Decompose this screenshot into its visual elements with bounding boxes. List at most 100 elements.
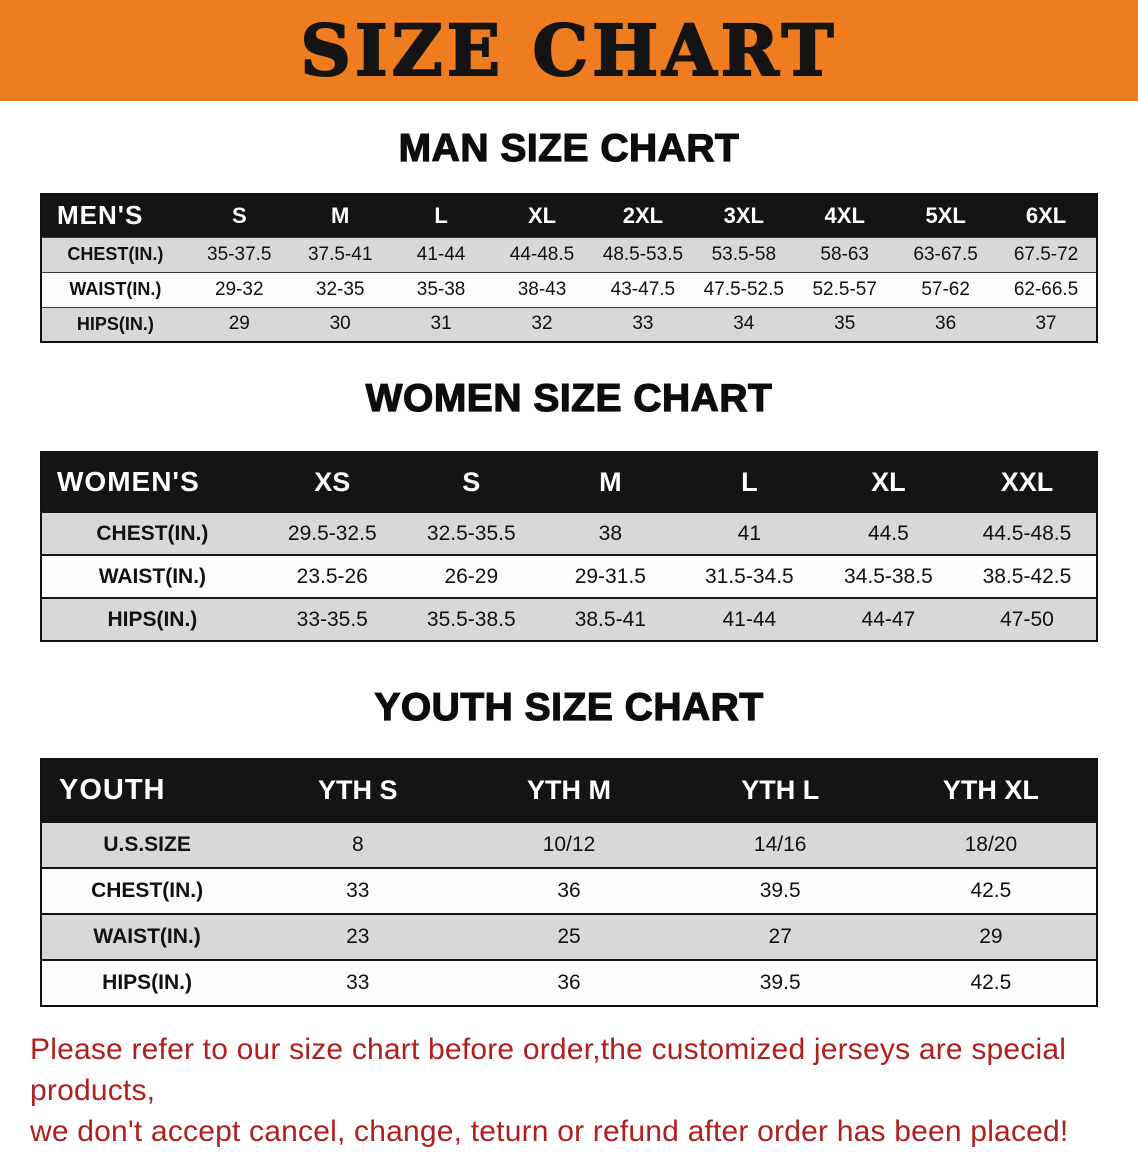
page-title: SIZE CHART: [299, 8, 838, 93]
measurement-cell: 41-44: [416, 243, 466, 265]
row-label: U.S.SIZE: [103, 833, 191, 856]
row-label: WAIST(IN.): [98, 564, 207, 588]
measurement-cell: 27: [768, 925, 792, 948]
measurement-cell: 29: [228, 313, 250, 335]
size-column-header: S: [188, 194, 290, 237]
measurement-cell: 38-43: [517, 278, 567, 300]
measurement-cell: 35: [834, 313, 856, 335]
measurement-cell: 25: [557, 925, 581, 948]
measurement-cell: 34: [733, 313, 755, 335]
size-column-header: YTH XL: [885, 759, 1097, 822]
measurement-cell: 48.5-53.5: [602, 243, 684, 265]
measurement-cell: 37.5-41: [307, 243, 373, 265]
measurement-cell: 39.5: [759, 971, 801, 994]
table-row: HIPS(IN.) 29 30 31 32 33 34 35 36 37: [41, 307, 1097, 342]
size-column-header: 3XL: [693, 194, 795, 237]
measurement-cell: 32.5-35.5: [426, 521, 516, 545]
measurement-cell: 33: [346, 879, 370, 902]
measurement-cell: 29-31.5: [574, 564, 646, 588]
measurement-cell: 38: [598, 521, 622, 545]
measurement-cell: 58-63: [820, 243, 870, 265]
table-row: HIPS(IN.) 33-35.5 35.5-38.5 38.5-41 41-44 44-…: [41, 598, 1097, 641]
table-row: WAIST(IN.) 23 25 27 29: [41, 914, 1097, 960]
measurement-cell: 34.5-38.5: [844, 564, 933, 588]
men-size-section: MAN SIZE CHART MEN'S S M L XL 2XL 3XL 4XL 5XL 6XL…: [0, 126, 1138, 343]
youth-section-heading: YOUTH SIZE CHART: [374, 685, 764, 729]
measurement-cell: 42.5: [970, 879, 1012, 902]
measurement-cell: 33: [632, 313, 654, 335]
measurement-cell: 44-47: [861, 607, 916, 631]
measurement-cell: 41: [737, 521, 762, 545]
youth-size-section: YOUTH SIZE CHART YOUTH YTH S YTH M YTH L YTH…: [0, 685, 1138, 1007]
size-column-header: 2XL: [592, 194, 694, 237]
measurement-cell: 35-37.5: [207, 243, 272, 265]
row-label: WAIST(IN.): [93, 925, 201, 948]
measurement-cell: 32-35: [315, 278, 365, 300]
measurement-cell: 38.5-41: [574, 607, 646, 631]
header-row: WOMEN'S XS S M L XL XXL: [41, 452, 1097, 512]
measurement-cell: 41-44: [722, 607, 777, 631]
measurement-cell: 32: [531, 313, 553, 335]
row-label: CHEST(IN.): [67, 244, 164, 264]
measurement-cell: 30: [329, 313, 351, 335]
measurement-cell: 23: [346, 925, 370, 948]
measurement-cell: 29.5-32.5: [287, 521, 377, 545]
measurement-cell: 47-50: [1000, 607, 1054, 631]
size-column-header: S: [401, 452, 541, 512]
measurement-cell: 42.5: [970, 971, 1012, 994]
size-column-header: XXL: [957, 452, 1097, 512]
men-size-table: MEN'S S M L XL 2XL 3XL 4XL 5XL 6XL CHEST(IN.) 35-37…: [40, 193, 1098, 343]
measurement-cell: 38.5-42.5: [982, 564, 1072, 588]
size-chart-banner: SIZE CHART: [0, 0, 1138, 101]
men-section-heading: MAN SIZE CHART: [398, 126, 740, 170]
table-row: WAIST(IN.) 23.5-26 26-29 29-31.5 31.5-34.5 34…: [41, 555, 1097, 598]
measurement-cell: 44-48.5: [509, 243, 575, 265]
disclaimer-line-1: Please refer to our size chart before or…: [30, 1033, 1067, 1108]
table-title-cell: MEN'S: [41, 194, 189, 237]
measurement-cell: 67.5-72: [1013, 243, 1079, 265]
row-label: WAIST(IN.): [69, 279, 162, 299]
measurement-cell: 29: [979, 925, 1003, 948]
size-column-header: L: [390, 194, 492, 237]
size-column-header: 6XL: [996, 194, 1097, 237]
disclaimer-text: Please refer to our size chart before or…: [30, 1029, 1138, 1152]
women-size-table: WOMEN'S XS S M L XL XXL CHEST(IN.) 29.5-32.5 32.5…: [40, 451, 1098, 642]
row-label: CHEST(IN.): [91, 879, 204, 902]
measurement-cell: 31: [430, 313, 452, 335]
measurement-cell: 39.5: [759, 879, 801, 902]
size-column-header: 4XL: [794, 194, 896, 237]
measurement-cell: 23.5-26: [296, 564, 368, 588]
size-column-header: XS: [262, 452, 402, 512]
table-title-cell: WOMEN'S: [41, 452, 263, 512]
measurement-cell: 52.5-57: [812, 278, 877, 300]
measurement-cell: 35-38: [416, 278, 466, 300]
measurement-cell: 29-32: [214, 278, 264, 300]
row-label: HIPS(IN.): [107, 607, 198, 631]
size-column-header: M: [289, 194, 391, 237]
women-section-heading: WOMEN SIZE CHART: [365, 376, 773, 420]
measurement-cell: 36: [935, 313, 957, 335]
size-column-header: XL: [491, 194, 593, 237]
table-row: CHEST(IN.) 35-37.5 37.5-41 41-44 44-48.5 48.5…: [41, 237, 1097, 272]
measurement-cell: 26-29: [444, 564, 499, 588]
size-column-header: XL: [818, 452, 958, 512]
measurement-cell: 63-67.5: [913, 243, 978, 265]
measurement-cell: 44.5: [867, 521, 909, 545]
measurement-cell: 57-62: [921, 278, 970, 300]
size-column-header: YTH S: [252, 759, 464, 822]
row-label: CHEST(IN.): [96, 521, 209, 545]
measurement-cell: 14/16: [753, 833, 807, 856]
measurement-cell: 53.5-58: [711, 243, 777, 265]
measurement-cell: 33: [346, 971, 370, 994]
measurement-cell: 47.5-52.5: [703, 278, 784, 300]
size-column-header: L: [679, 452, 819, 512]
measurement-cell: 36: [557, 971, 581, 994]
table-title-cell: YOUTH: [41, 759, 253, 822]
measurement-cell: 43-47.5: [610, 278, 676, 300]
table-row: WAIST(IN.) 29-32 32-35 35-38 38-43 43-47.5 47.…: [41, 272, 1097, 307]
size-column-header: YTH L: [674, 759, 886, 822]
table-row: HIPS(IN.) 33 36 39.5 42.5: [41, 960, 1097, 1006]
table-row: CHEST(IN.) 29.5-32.5 32.5-35.5 38 41 44.5 44.5…: [41, 512, 1097, 555]
measurement-cell: 10/12: [542, 833, 596, 856]
women-size-section: WOMEN SIZE CHART WOMEN'S XS S M L XL XXL CHEST(…: [0, 376, 1138, 642]
